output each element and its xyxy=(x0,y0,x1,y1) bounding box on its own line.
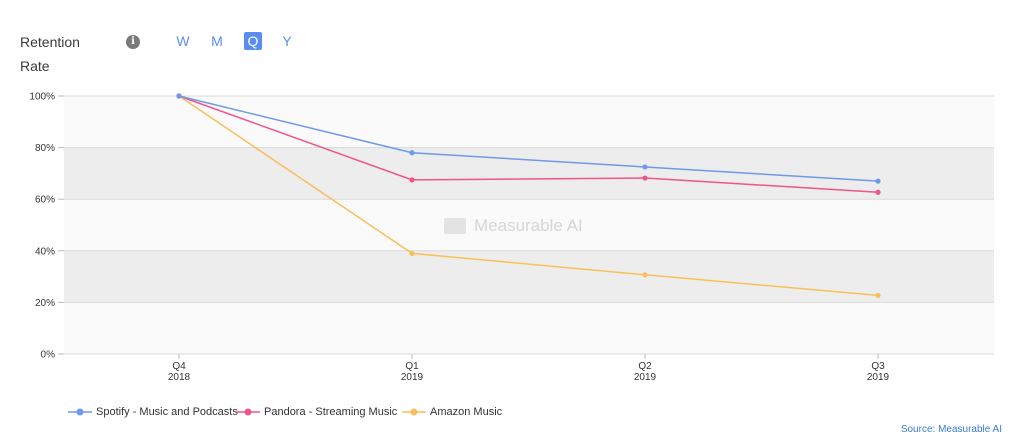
y-tick-label: 80% xyxy=(35,143,55,154)
x-tick-label: Q3 xyxy=(871,361,885,372)
data-point-0-0 xyxy=(176,93,182,99)
grid-band xyxy=(64,199,994,251)
data-point-2-2 xyxy=(642,272,648,278)
x-tick-label: Q4 xyxy=(172,361,186,372)
watermark-text: Measurable AI xyxy=(474,216,583,235)
x-tick-label: Q2 xyxy=(638,361,652,372)
y-tick-label: 40% xyxy=(35,246,55,257)
period-year-button[interactable]: Y xyxy=(282,33,292,49)
y-tick-label: 100% xyxy=(29,92,55,103)
measurable-ai-logo-icon xyxy=(444,218,466,234)
data-point-2-1 xyxy=(409,250,415,256)
chart-header: Retention Rate i W M Q Y xyxy=(20,32,620,82)
data-point-1-1 xyxy=(409,177,415,183)
legend-label: Pandora - Streaming Music xyxy=(264,406,398,418)
x-tick-label: Q1 xyxy=(405,361,419,372)
data-point-0-3 xyxy=(875,178,881,184)
grid-band xyxy=(64,250,994,303)
chart-title-line-1: Retention xyxy=(20,34,80,50)
data-point-0-1 xyxy=(409,150,415,156)
chart-title-line-2: Rate xyxy=(20,58,50,74)
legend-swatch-icon xyxy=(68,408,92,416)
y-tick-label: 20% xyxy=(35,298,55,309)
series-line-2 xyxy=(178,95,879,297)
legend-label: Amazon Music xyxy=(430,406,503,418)
data-point-1-3 xyxy=(875,189,881,195)
grid-band xyxy=(64,96,994,148)
x-tick-label-year: 2019 xyxy=(867,372,890,383)
legend-swatch-icon xyxy=(236,408,260,416)
data-point-2-3 xyxy=(875,292,881,299)
series-line-1 xyxy=(178,95,879,193)
y-tick-label: 0% xyxy=(41,350,56,361)
retention-line-chart: 0%20%40%60%80%100%Q42018Q12019Q22019Q320… xyxy=(29,92,994,383)
period-week-button[interactable]: W xyxy=(176,33,190,49)
x-tick-label-year: 2018 xyxy=(168,372,191,383)
source-link[interactable]: Source: Measurable AI xyxy=(900,424,1002,435)
legend-label: Spotify - Music and Podcasts xyxy=(96,406,238,418)
period-month-button[interactable]: M xyxy=(211,33,223,49)
data-point-0-2 xyxy=(642,164,648,170)
x-tick-label-year: 2019 xyxy=(401,372,424,383)
y-tick-label: 60% xyxy=(35,195,55,206)
grid-band xyxy=(64,302,994,354)
x-tick-label-year: 2019 xyxy=(634,372,657,383)
info-icon[interactable]: i xyxy=(126,35,140,49)
series-line-0 xyxy=(178,95,879,182)
data-point-1-2 xyxy=(642,175,648,181)
legend-swatch-icon xyxy=(402,408,426,416)
period-quarter-button[interactable]: Q xyxy=(244,32,262,50)
